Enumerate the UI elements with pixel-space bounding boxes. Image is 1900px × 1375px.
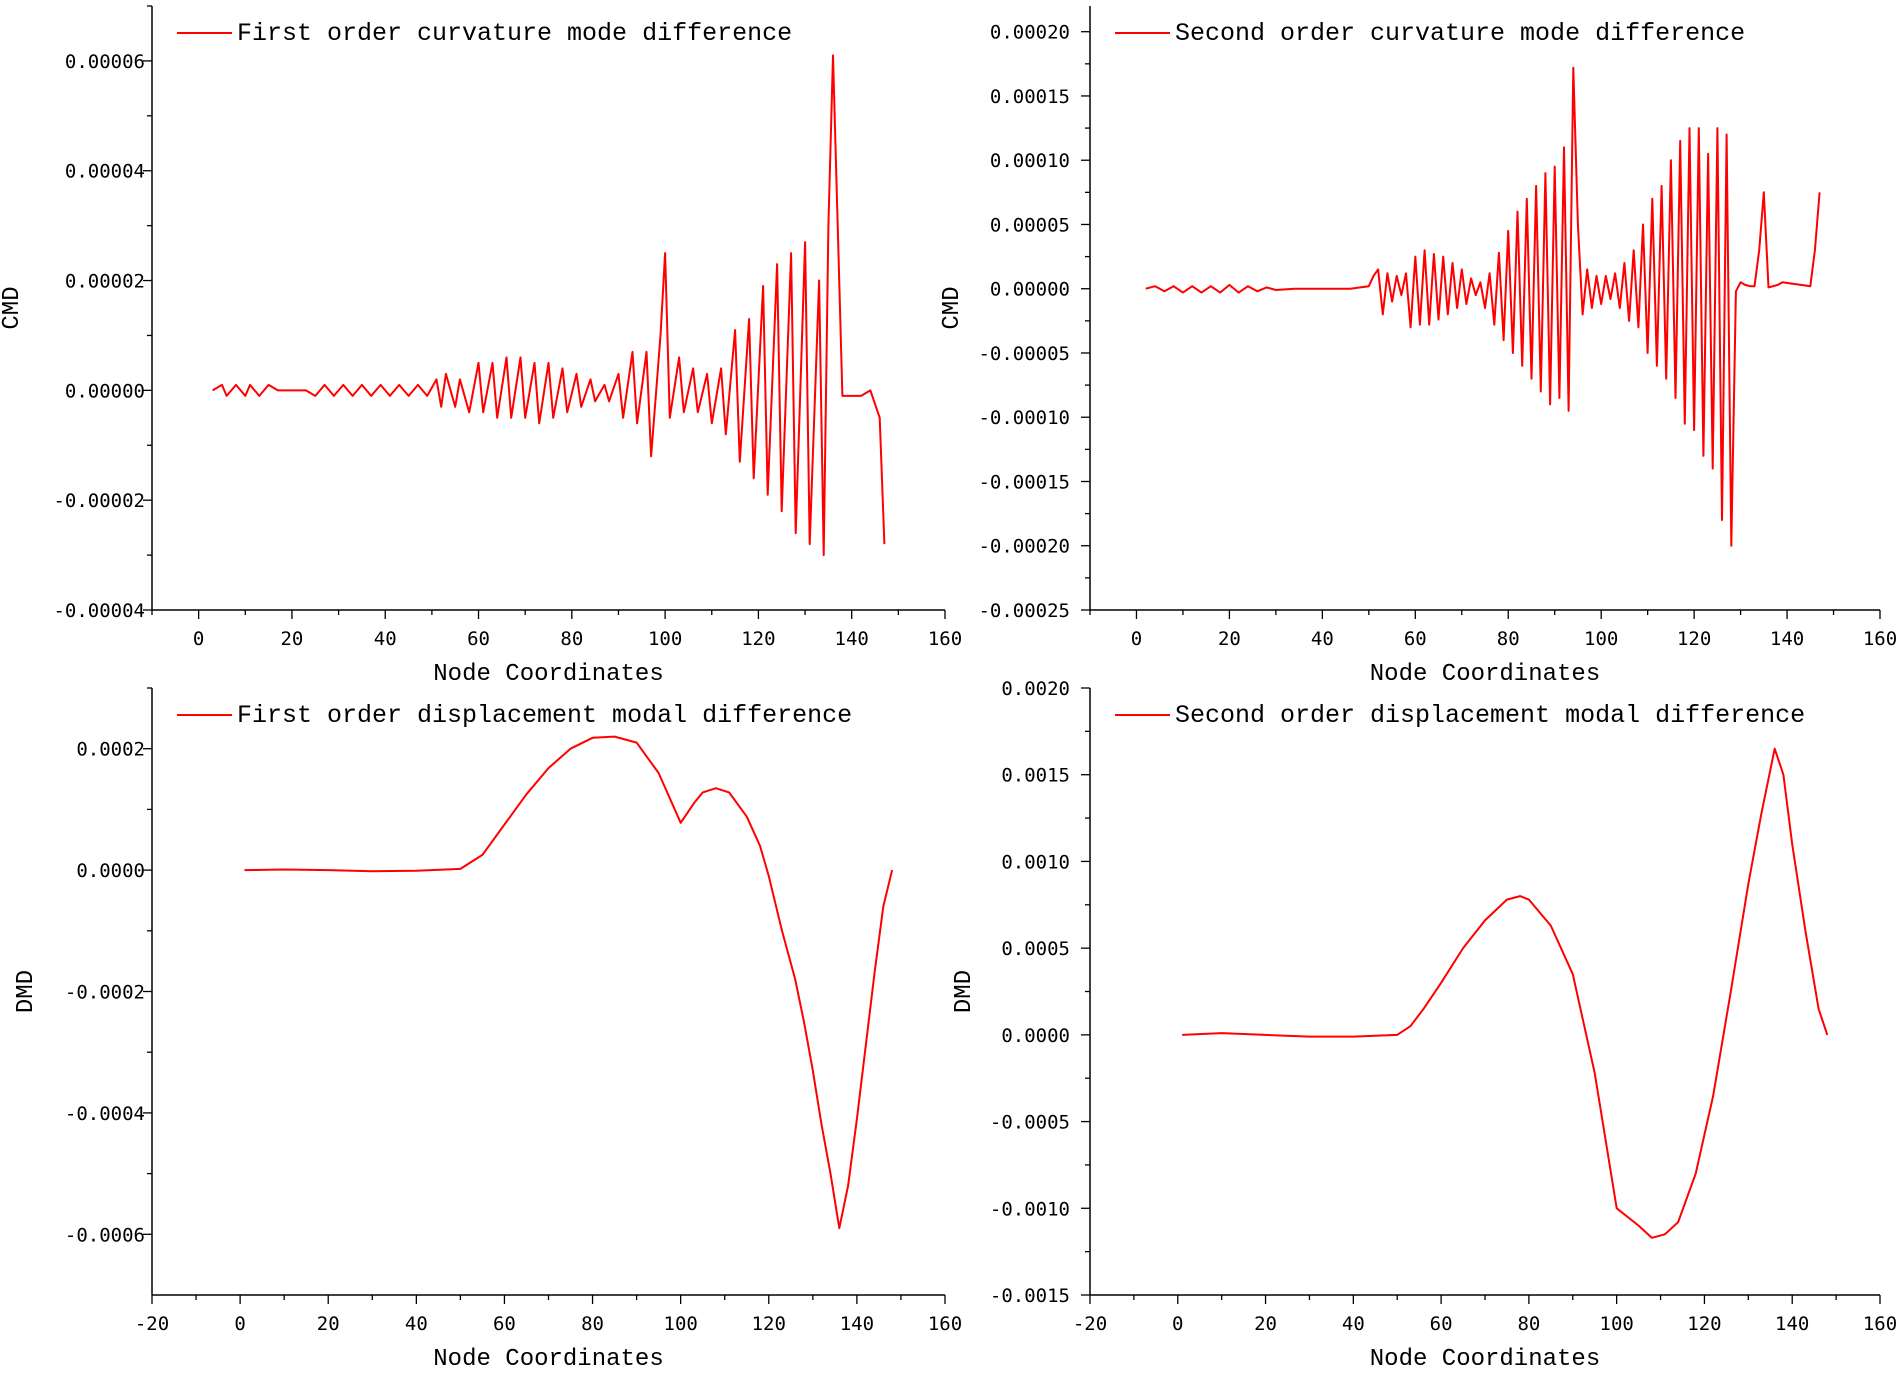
y-tick-label: -0.00010 [978, 407, 1070, 429]
panel-first-order-curvature: 0 20 40 60 80 100 120 140 160 -0.00004 -0.00002 0.0… [0, 5, 962, 688]
x-tick-label: 80 [560, 628, 583, 650]
y-tick-label: -0.00002 [53, 490, 145, 512]
x-tick-label: 100 [1600, 1313, 1634, 1335]
x-tick-label: 100 [1584, 628, 1618, 650]
series-line [1182, 747, 1829, 1239]
x-tick-label: 0 [1172, 1313, 1183, 1335]
x-tick-label: -20 [1073, 1313, 1107, 1335]
y-axis-label: DMD [13, 970, 40, 1013]
y-tick-label: 0.00010 [990, 150, 1070, 172]
y-tick-label: 0.0005 [1001, 938, 1070, 960]
x-tick-label: 140 [1775, 1313, 1809, 1335]
x-axis-label: Node Coordinates [433, 661, 663, 688]
x-tick-label: 160 [928, 1313, 962, 1335]
x-axis-label: Node Coordinates [1370, 661, 1600, 688]
x-tick-label: 60 [1430, 1313, 1453, 1335]
y-tick-label: -0.00004 [53, 600, 145, 622]
x-tick-label: 120 [741, 628, 775, 650]
x-tick-label: 120 [1687, 1313, 1721, 1335]
y-tick-label: 0.0010 [1001, 851, 1070, 873]
y-tick-label: 0.00015 [990, 86, 1070, 108]
y-tick-label: -0.00025 [978, 600, 1070, 622]
x-axis-label: Node Coordinates [1370, 1346, 1600, 1373]
x-tick-label: -20 [135, 1313, 169, 1335]
y-tick-label: -0.00015 [978, 471, 1070, 493]
y-tick-label: 0.0015 [1001, 765, 1070, 787]
panel-second-order-displacement: -20 0 20 40 60 80 100 120 140 160 -0.0015 -0.0010 -0… [951, 678, 1897, 1373]
x-axis-label: Node Coordinates [433, 1346, 663, 1373]
y-tick-label: 0.0020 [1001, 678, 1070, 700]
x-tick-label: 120 [1677, 628, 1711, 650]
x-tick-label: 0 [1131, 628, 1142, 650]
y-axis-label: CMD [0, 286, 26, 329]
x-tick-label: 140 [835, 628, 869, 650]
series-line [244, 735, 894, 1230]
x-tick-label: 60 [493, 1313, 516, 1335]
x-tick-label: 140 [1770, 628, 1804, 650]
x-tick-label: 60 [467, 628, 490, 650]
x-tick-label: 160 [928, 628, 962, 650]
y-tick-label: 0.00000 [65, 380, 145, 402]
x-tick-label: 140 [840, 1313, 874, 1335]
series-line [1145, 66, 1821, 547]
x-tick-label: 20 [1218, 628, 1241, 650]
x-tick-label: 120 [752, 1313, 786, 1335]
legend-label: Second order displacement modal differen… [1175, 701, 1805, 730]
panel-second-order-curvature: 0 20 40 60 80 100 120 140 160 -0.00025 -0.00020 -0.… [939, 6, 1897, 688]
y-tick-label: -0.0006 [65, 1224, 145, 1246]
x-tick-label: 40 [1311, 628, 1334, 650]
x-tick-label: 40 [405, 1313, 428, 1335]
y-tick-label: 0.00020 [990, 22, 1070, 44]
series-line [212, 54, 886, 557]
y-tick-label: 0.0002 [76, 739, 145, 761]
x-tick-label: 40 [1342, 1313, 1365, 1335]
y-tick-label: -0.00005 [978, 343, 1070, 365]
y-tick-label: 0.00000 [990, 279, 1070, 301]
y-tick-label: -0.0010 [990, 1198, 1070, 1220]
x-tick-label: 60 [1404, 628, 1427, 650]
x-tick-label: 20 [1254, 1313, 1277, 1335]
y-tick-label: -0.00020 [978, 536, 1070, 558]
x-tick-label: 80 [581, 1313, 604, 1335]
x-tick-label: 160 [1863, 1313, 1897, 1335]
x-tick-label: 0 [193, 628, 204, 650]
x-tick-label: 0 [234, 1313, 245, 1335]
y-tick-label: 0.00002 [65, 271, 145, 293]
legend-label: First order curvature mode difference [237, 19, 792, 48]
y-tick-label: -0.0002 [65, 982, 145, 1004]
x-tick-label: 80 [1517, 1313, 1540, 1335]
y-axis-label: CMD [939, 286, 966, 329]
x-tick-label: 80 [1497, 628, 1520, 650]
y-tick-label: 0.00005 [990, 214, 1070, 236]
panel-first-order-displacement: -20 0 20 40 60 80 100 120 140 160 -0.0006 -0.0004 -0… [13, 687, 962, 1373]
legend-label: First order displacement modal differenc… [237, 701, 852, 730]
y-axis-label: DMD [951, 970, 978, 1013]
y-tick-label: 0.0000 [1001, 1025, 1070, 1047]
y-tick-label: -0.0004 [65, 1103, 145, 1125]
y-tick-label: -0.0015 [990, 1285, 1070, 1307]
x-tick-label: 100 [664, 1313, 698, 1335]
x-tick-label: 100 [648, 628, 682, 650]
y-tick-label: 0.00006 [65, 51, 145, 73]
y-tick-label: -0.0005 [990, 1112, 1070, 1134]
x-tick-label: 20 [317, 1313, 340, 1335]
legend-label: Second order curvature mode difference [1175, 19, 1745, 48]
y-tick-label: 0.0000 [76, 860, 145, 882]
x-tick-label: 20 [280, 628, 303, 650]
x-tick-label: 160 [1863, 628, 1897, 650]
y-tick-label: 0.00004 [65, 161, 145, 183]
x-tick-label: 40 [374, 628, 397, 650]
